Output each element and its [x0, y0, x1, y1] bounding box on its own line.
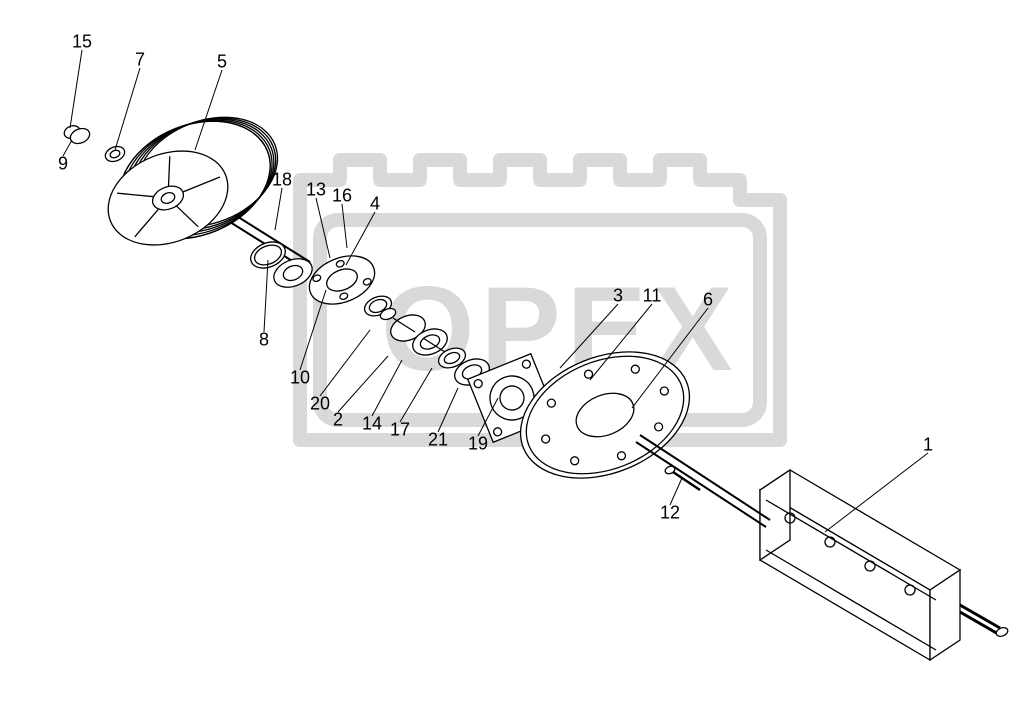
callout-15: 15 [72, 32, 92, 53]
callout-4: 4 [370, 194, 380, 215]
diagram-svg: OPEX [0, 0, 1009, 721]
callout-9: 9 [58, 154, 68, 175]
callout-13: 13 [306, 180, 326, 201]
callout-18: 18 [272, 170, 292, 191]
diagram-stage: OPEX 123456789101112131415161718192021 [0, 0, 1009, 721]
callout-7: 7 [135, 50, 145, 71]
callout-10: 10 [290, 368, 310, 389]
callout-3: 3 [613, 286, 623, 307]
callout-2: 2 [333, 410, 343, 431]
callout-8: 8 [259, 330, 269, 351]
callout-12: 12 [660, 503, 680, 524]
callout-1: 1 [923, 435, 933, 456]
callout-5: 5 [217, 52, 227, 73]
callout-21: 21 [428, 430, 448, 451]
callout-11: 11 [643, 286, 662, 307]
callout-17: 17 [390, 420, 410, 441]
callout-6: 6 [703, 290, 713, 311]
callout-14: 14 [362, 414, 382, 435]
callout-19: 19 [468, 434, 488, 455]
callout-20: 20 [310, 394, 330, 415]
callout-16: 16 [332, 186, 352, 207]
